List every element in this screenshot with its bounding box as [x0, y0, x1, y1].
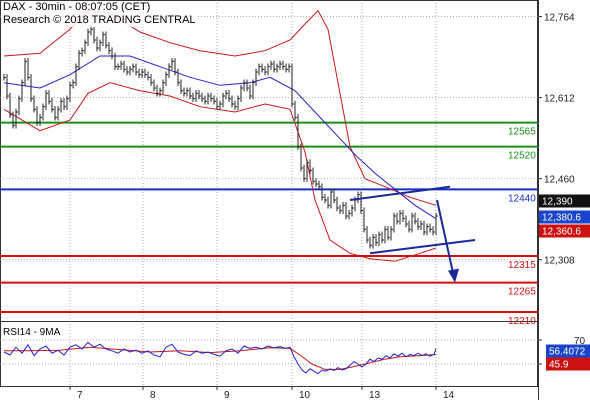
price-series — [3, 26, 438, 249]
price-tick-label: 12,612 — [544, 94, 575, 105]
day-label-8: 8 — [150, 390, 156, 400]
rsi-tag-45.9-box — [546, 357, 590, 371]
chart-header-line2: Research © 2018 TRADING CENTRAL — [3, 14, 196, 27]
moving-average-line — [3, 55, 437, 220]
price-tag-12,360.6: 12,360.6 — [542, 227, 581, 238]
rsi-tag-56.4072-box — [546, 344, 590, 358]
channel-lower-line — [369, 239, 476, 255]
rsi-ma-line — [4, 346, 437, 370]
price-tag-12,380.6-box — [539, 210, 590, 224]
price-tick-label: 12,308 — [544, 256, 575, 267]
day-label-7: 7 — [77, 390, 83, 400]
forecast-arrow-head — [448, 268, 459, 283]
gridlines — [0, 0, 539, 400]
level-label-12210: 12210 — [508, 316, 536, 327]
rsi-tag-56.4072: 56.4072 — [549, 347, 586, 358]
rsi-tick-label: 70 — [574, 336, 586, 347]
rsi-tag-45.9: 45.9 — [549, 360, 569, 371]
day-label-10: 10 — [299, 390, 311, 400]
chart-header-line1: DAX - 30min - 08:07:05 (CET) — [3, 1, 151, 14]
level-label-12265: 12265 — [508, 287, 536, 298]
price-tag-12,390-box — [539, 194, 590, 208]
price-tag-12,380.6: 12,380.6 — [542, 213, 581, 224]
price-tick-label: 12,460 — [544, 175, 575, 186]
price-tick-label: 12,764 — [544, 13, 575, 24]
day-label-14: 14 — [443, 390, 455, 400]
level-label-12520: 12520 — [508, 151, 536, 162]
level-label-12565: 12565 — [508, 127, 536, 138]
bollinger-bands — [3, 9, 437, 262]
level-label-12440: 12440 — [508, 193, 536, 204]
price-tag-12,390: 12,390 — [542, 197, 573, 208]
day-label-9: 9 — [224, 390, 230, 400]
day-label-13: 13 — [369, 390, 381, 400]
rsi-line — [3, 341, 437, 375]
chart-drawings — [349, 185, 476, 283]
rsi-panel — [3, 341, 437, 375]
level-lines: 12565 12520 12440 12315 12265 12210 — [0, 121, 538, 327]
price-tag-12,360.6-box — [539, 224, 590, 238]
axes: 12,76412,61212,46012,308703012,39012,380… — [69, 13, 590, 400]
channel-upper-line — [349, 185, 451, 201]
forecast-arrow-shaft — [436, 199, 454, 273]
rsi-panel-title: RSI14 - 9MA — [3, 326, 61, 339]
level-label-12315: 12315 — [508, 260, 536, 271]
bollinger-lower-line — [3, 82, 437, 262]
plot-frame — [0, 0, 538, 387]
